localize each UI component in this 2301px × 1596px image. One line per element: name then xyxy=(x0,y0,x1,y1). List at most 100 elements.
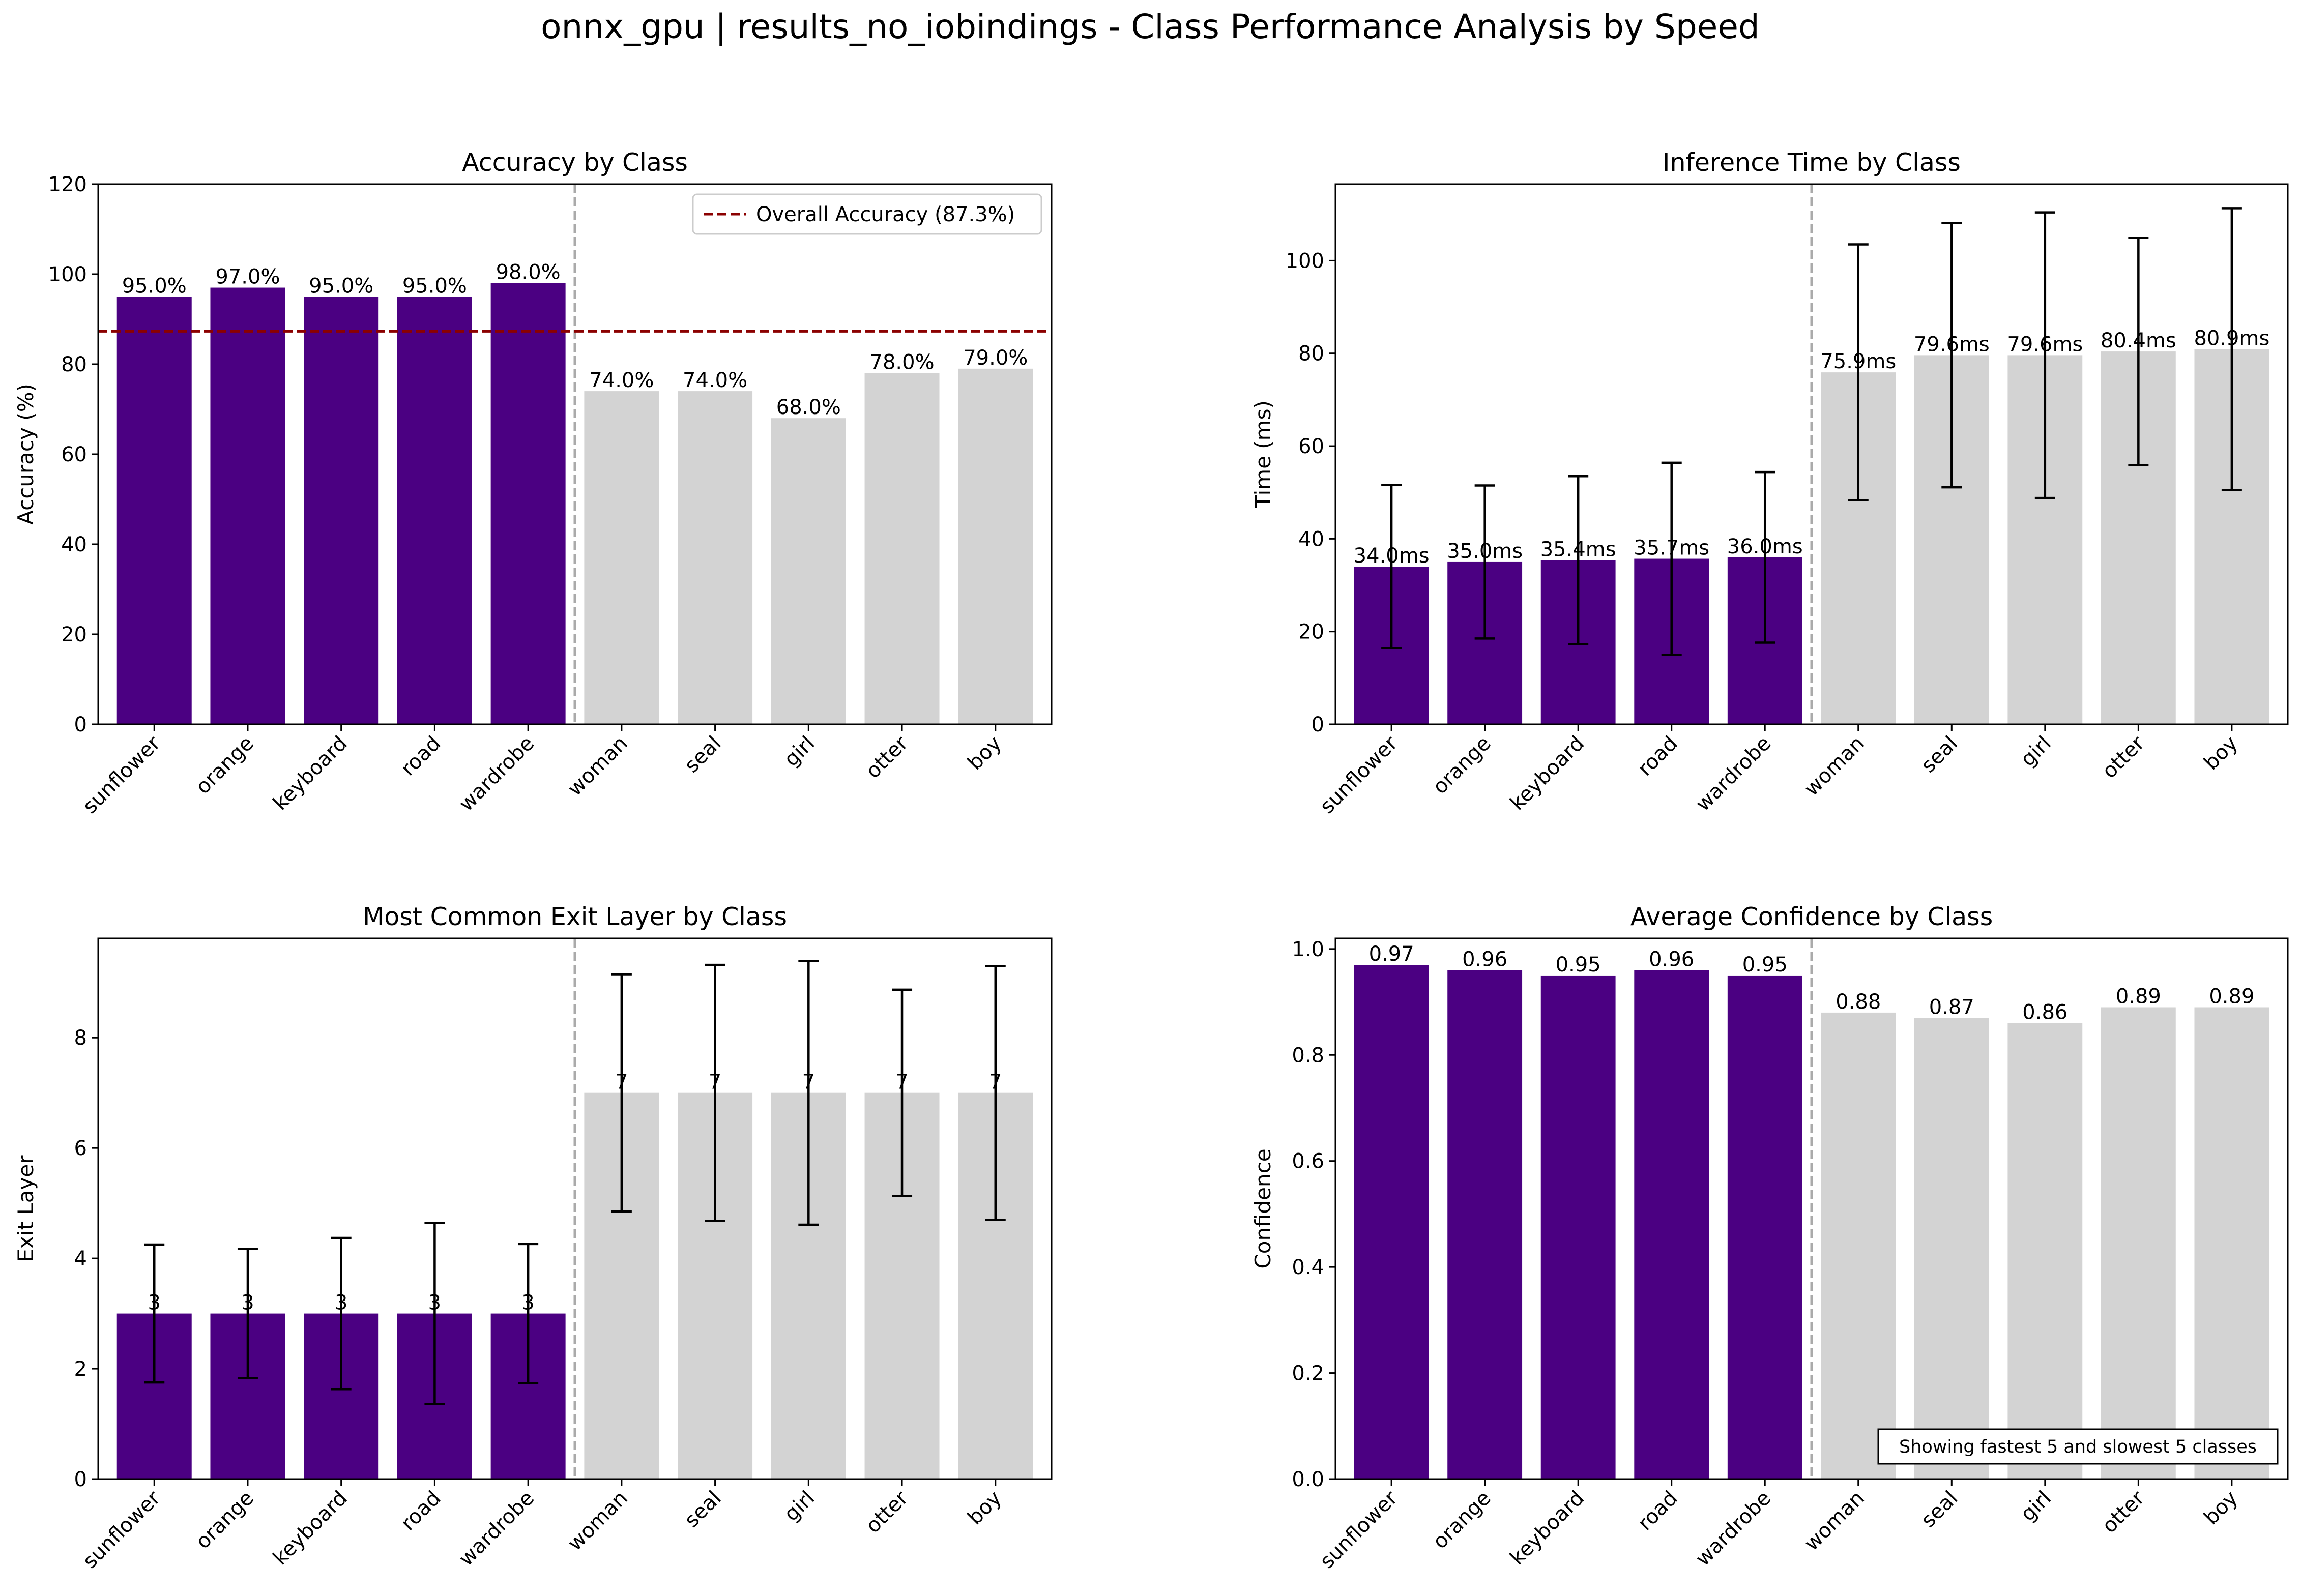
value-label-girl: 0.86 xyxy=(2022,1001,2067,1024)
y-tick-label: 4 xyxy=(74,1247,87,1270)
panel-title: Inference Time by Class xyxy=(1663,148,1961,177)
value-label-sunflower: 3 xyxy=(148,1291,161,1315)
value-label-keyboard: 35.4ms xyxy=(1540,538,1616,561)
y-axis-label: Exit Layer xyxy=(13,1155,38,1262)
y-tick-label: 80 xyxy=(1298,342,1324,366)
bar-woman xyxy=(1821,1012,1896,1479)
value-label-road: 3 xyxy=(428,1291,441,1315)
value-label-keyboard: 95.0% xyxy=(309,274,373,298)
panel-title: Most Common Exit Layer by Class xyxy=(363,902,787,931)
bar-road xyxy=(1634,970,1709,1479)
y-tick-label: 0 xyxy=(1312,713,1324,736)
y-tick-label: 40 xyxy=(61,533,87,556)
value-label-orange: 3 xyxy=(241,1291,254,1315)
value-label-boy: 7 xyxy=(989,1071,1002,1094)
value-label-sunflower: 34.0ms xyxy=(1354,544,1430,568)
y-tick-label: 0 xyxy=(74,713,87,736)
y-tick-label: 80 xyxy=(61,353,87,376)
value-label-seal: 0.87 xyxy=(1929,995,1974,1019)
y-tick-label: 0 xyxy=(74,1468,87,1491)
panel-title: Average Confidence by Class xyxy=(1630,902,1993,931)
bar-keyboard xyxy=(1540,975,1616,1479)
y-tick-label: 0.4 xyxy=(1292,1256,1324,1279)
value-label-orange: 97.0% xyxy=(215,265,280,289)
bar-orange xyxy=(210,287,285,724)
value-label-wardrobe: 36.0ms xyxy=(1727,535,1803,558)
value-label-boy: 79.0% xyxy=(963,346,1028,370)
value-label-road: 35.7ms xyxy=(1634,537,1709,560)
legend: Overall Accuracy (87.3%) xyxy=(692,193,1042,235)
bar-boy xyxy=(2194,1007,2269,1479)
y-tick-label: 1.0 xyxy=(1292,938,1324,961)
bar-boy xyxy=(958,368,1033,724)
bar-wardrobe xyxy=(490,283,566,724)
panel-exit-layer-by-class: Most Common Exit Layer by Class Exit Laye… xyxy=(13,902,1053,1573)
axes-frame xyxy=(1334,937,2289,1480)
y-tick-label: 20 xyxy=(1298,620,1324,644)
y-tick-label: 40 xyxy=(1298,527,1324,551)
value-label-seal: 7 xyxy=(709,1071,721,1094)
value-label-sunflower: 0.97 xyxy=(1369,942,1414,966)
value-label-wardrobe: 3 xyxy=(521,1291,534,1315)
annotation-text: Showing fastest 5 and slowest 5 classes xyxy=(1899,1437,2257,1457)
bar-girl xyxy=(771,418,846,724)
y-axis-label: Confidence xyxy=(1250,1148,1275,1268)
axes-frame xyxy=(97,937,1053,1480)
axes-frame xyxy=(97,183,1053,725)
y-tick-label: 8 xyxy=(74,1026,87,1050)
value-label-orange: 35.0ms xyxy=(1447,540,1523,563)
y-axis-label: Accuracy (%) xyxy=(13,383,38,525)
bar-wardrobe xyxy=(1727,975,1802,1479)
value-label-woman: 75.9ms xyxy=(1820,350,1896,373)
value-label-sunflower: 95.0% xyxy=(122,274,187,298)
bar-sunflower xyxy=(116,297,192,724)
y-tick-label: 0.0 xyxy=(1292,1468,1324,1491)
y-tick-label: 60 xyxy=(61,443,87,466)
value-label-woman: 7 xyxy=(615,1071,628,1094)
panel-title: Accuracy by Class xyxy=(462,148,688,177)
value-label-otter: 80.4ms xyxy=(2101,329,2176,352)
value-label-orange: 0.96 xyxy=(1462,948,1507,971)
value-label-road: 0.96 xyxy=(1649,948,1694,971)
bar-sunflower xyxy=(1354,965,1429,1479)
y-tick-label: 120 xyxy=(48,173,87,196)
y-tick-label: 0.8 xyxy=(1292,1044,1324,1067)
value-label-woman: 74.0% xyxy=(589,369,654,392)
value-label-road: 95.0% xyxy=(402,274,467,298)
value-label-boy: 80.9ms xyxy=(2194,327,2269,350)
bar-orange xyxy=(1447,970,1523,1479)
y-tick-label: 100 xyxy=(1286,249,1324,273)
panel-accuracy-by-class: Accuracy by Class Accuracy (%) 0 20 40 60 80 10… xyxy=(13,148,1053,818)
bar-seal xyxy=(678,391,753,724)
value-label-otter: 78.0% xyxy=(870,351,935,374)
y-tick-label: 0.2 xyxy=(1292,1362,1324,1385)
bar-otter xyxy=(864,373,940,724)
value-label-girl: 79.6ms xyxy=(2007,333,2083,356)
y-tick-label: 6 xyxy=(74,1137,87,1160)
value-label-seal: 79.6ms xyxy=(1914,333,1990,356)
axes-frame xyxy=(1334,183,2289,725)
value-label-wardrobe: 98.0% xyxy=(496,261,561,284)
bar-keyboard xyxy=(304,297,379,724)
legend-box xyxy=(692,193,1042,235)
bar-seal xyxy=(1914,1018,1989,1479)
y-tick-label: 20 xyxy=(61,623,87,646)
panel-confidence-by-class: Average Confidence by Class Confidence 0.0… xyxy=(1250,902,2289,1573)
annotation-box xyxy=(1877,1428,2279,1465)
value-label-girl: 68.0% xyxy=(776,396,841,419)
value-label-keyboard: 3 xyxy=(335,1291,347,1315)
bar-otter xyxy=(2101,1007,2176,1479)
bar-woman xyxy=(584,391,659,724)
bar-road xyxy=(397,297,472,724)
value-label-girl: 7 xyxy=(802,1071,815,1094)
value-label-boy: 0.89 xyxy=(2209,985,2254,1008)
y-tick-label: 60 xyxy=(1298,435,1324,458)
y-tick-label: 2 xyxy=(74,1357,87,1381)
value-label-otter: 0.89 xyxy=(2116,985,2161,1008)
value-label-keyboard: 0.95 xyxy=(1556,953,1601,977)
value-label-otter: 7 xyxy=(895,1071,908,1094)
y-axis-label: Time (ms) xyxy=(1250,400,1275,509)
value-label-woman: 0.88 xyxy=(1836,990,1881,1014)
bar-girl xyxy=(2007,1023,2083,1479)
